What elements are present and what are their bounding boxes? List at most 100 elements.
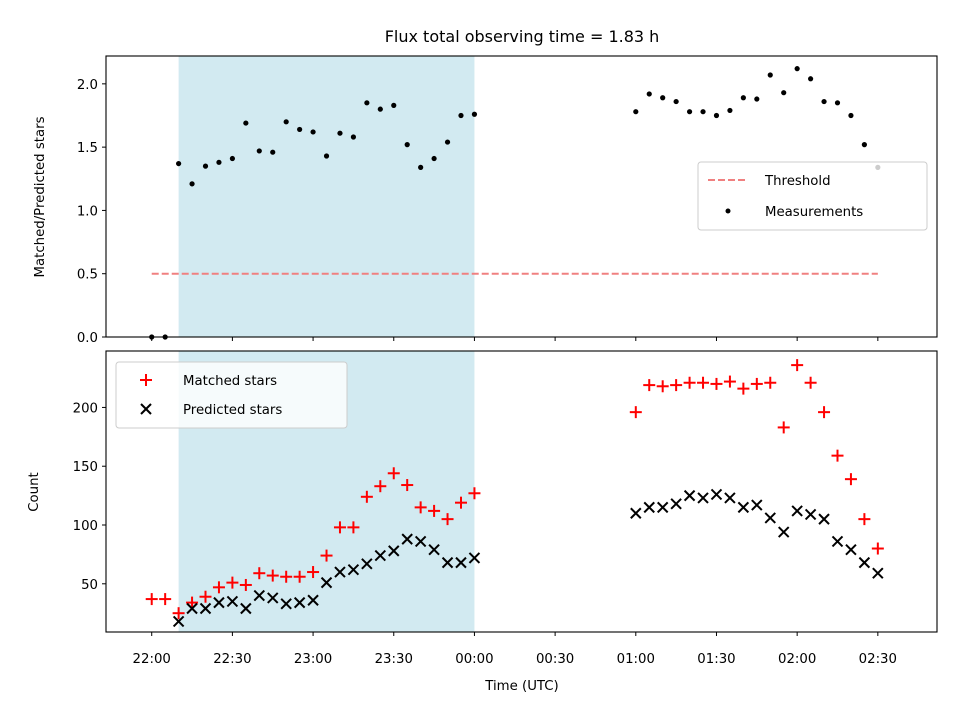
matched-star-point: [656, 380, 669, 393]
y-tick-label: 200: [73, 401, 98, 416]
x-tick-label: 23:30: [375, 652, 413, 667]
legend-predicted-swatch: [140, 403, 152, 415]
measurement-point: [754, 96, 760, 102]
predicted-star-point: [213, 596, 225, 609]
x-tick-label: 22:00: [133, 652, 171, 667]
matched-star-point: [791, 359, 804, 372]
predicted-star-point: [374, 549, 387, 562]
x-stroke: [226, 595, 239, 608]
predicted-star-point: [428, 543, 440, 556]
predicted-star-point: [307, 594, 319, 606]
measurement-point: [673, 98, 679, 105]
matched-star-point: [307, 566, 320, 579]
x-tick-label: 01:00: [617, 652, 655, 667]
x-stroke: [643, 501, 655, 514]
measurement-point: [794, 66, 800, 72]
x-stroke: [710, 488, 723, 501]
legend-matched-swatch: [140, 374, 152, 386]
bottom-legend: Matched stars Predicted stars: [115, 361, 348, 429]
measurement-point: [377, 106, 383, 112]
x-stroke: [683, 489, 696, 502]
measurement-point: [767, 72, 773, 78]
x-stroke: [858, 556, 871, 569]
x-stroke: [468, 552, 481, 564]
x-stroke: [845, 543, 857, 556]
legend-predicted-label: Predicted stars: [183, 403, 282, 418]
x-stroke: [267, 592, 279, 604]
x-stroke: [751, 499, 763, 511]
matched-star-point: [844, 473, 857, 486]
x-stroke: [374, 549, 387, 562]
matched-star-point: [831, 449, 844, 462]
matched-star-point: [750, 377, 763, 390]
matched-star-point: [683, 376, 696, 389]
predicted-star-point: [872, 567, 884, 579]
y-tick-label: 50: [81, 578, 98, 593]
predicted-star-point: [441, 556, 454, 569]
matched-star-point: [387, 467, 400, 480]
measurement-point: [229, 155, 235, 162]
highlight-span: [178, 56, 475, 337]
y-tick-label: 0.5: [77, 268, 98, 283]
x-stroke: [441, 556, 454, 569]
measurement-point: [713, 112, 720, 119]
measurement-point: [176, 160, 182, 167]
measurement-point: [418, 164, 424, 170]
measurement-point: [243, 120, 249, 126]
bottom-y-axis-label: Count: [27, 472, 42, 512]
legend-measurements-label: Measurements: [765, 205, 863, 220]
matched-star-point: [212, 581, 225, 594]
measurement-point: [256, 148, 262, 154]
x-stroke: [253, 589, 265, 602]
measurement-point: [471, 111, 478, 117]
predicted-star-point: [630, 507, 642, 519]
matched-star-point: [280, 570, 293, 583]
measurement-point: [781, 90, 787, 96]
bottom-data-layer: [145, 359, 884, 628]
matched-star-point: [764, 376, 777, 389]
matched-star-point: [320, 549, 333, 562]
predicted-star-point: [724, 492, 736, 504]
matched-star-point: [441, 513, 454, 526]
x-stroke: [737, 501, 750, 514]
predicted-star-point: [401, 533, 413, 545]
predicted-star-point: [670, 498, 682, 510]
matched-star-point: [428, 504, 441, 517]
top-x-ticks: [151, 337, 879, 341]
matched-star-point: [253, 567, 266, 580]
bottom-panel: 50 100 150 200 22:00 22:30 23:00 23:30 00:00 00:…: [27, 350, 938, 694]
legend-matched-label: Matched stars: [183, 374, 277, 389]
x-stroke: [414, 535, 427, 548]
measurement-point: [444, 139, 451, 145]
measurement-point: [821, 98, 827, 105]
matched-star-point: [723, 375, 736, 388]
x-stroke: [280, 598, 292, 610]
measurement-point: [216, 159, 222, 165]
predicted-star-point: [334, 566, 346, 578]
predicted-star-point: [683, 489, 696, 502]
top-legend: Threshold Measurements: [697, 161, 928, 231]
predicted-star-point: [831, 535, 844, 548]
x-tick-label: 01:30: [697, 652, 735, 667]
x-stroke: [630, 507, 642, 519]
matched-star-point: [226, 576, 239, 589]
bottom-legend-frame: [115, 361, 348, 429]
top-legend-frame: [697, 161, 928, 231]
measurement-point: [364, 100, 370, 106]
matched-star-point: [145, 593, 158, 606]
predicted-star-point: [858, 556, 871, 569]
measurement-point: [337, 130, 343, 136]
x-stroke: [172, 615, 185, 628]
predicted-star-point: [468, 552, 481, 564]
x-stroke: [670, 498, 682, 510]
y-tick-label: 0.0: [77, 331, 98, 346]
x-stroke: [361, 558, 373, 570]
predicted-star-point: [751, 499, 763, 511]
measurement-point: [727, 107, 733, 114]
predicted-star-point: [347, 563, 360, 576]
predicted-star-point: [818, 513, 830, 525]
measurement-point: [202, 163, 209, 169]
matched-star-point: [239, 578, 252, 591]
x-tick-label: 02:30: [859, 652, 897, 667]
measurement-point: [633, 109, 639, 115]
